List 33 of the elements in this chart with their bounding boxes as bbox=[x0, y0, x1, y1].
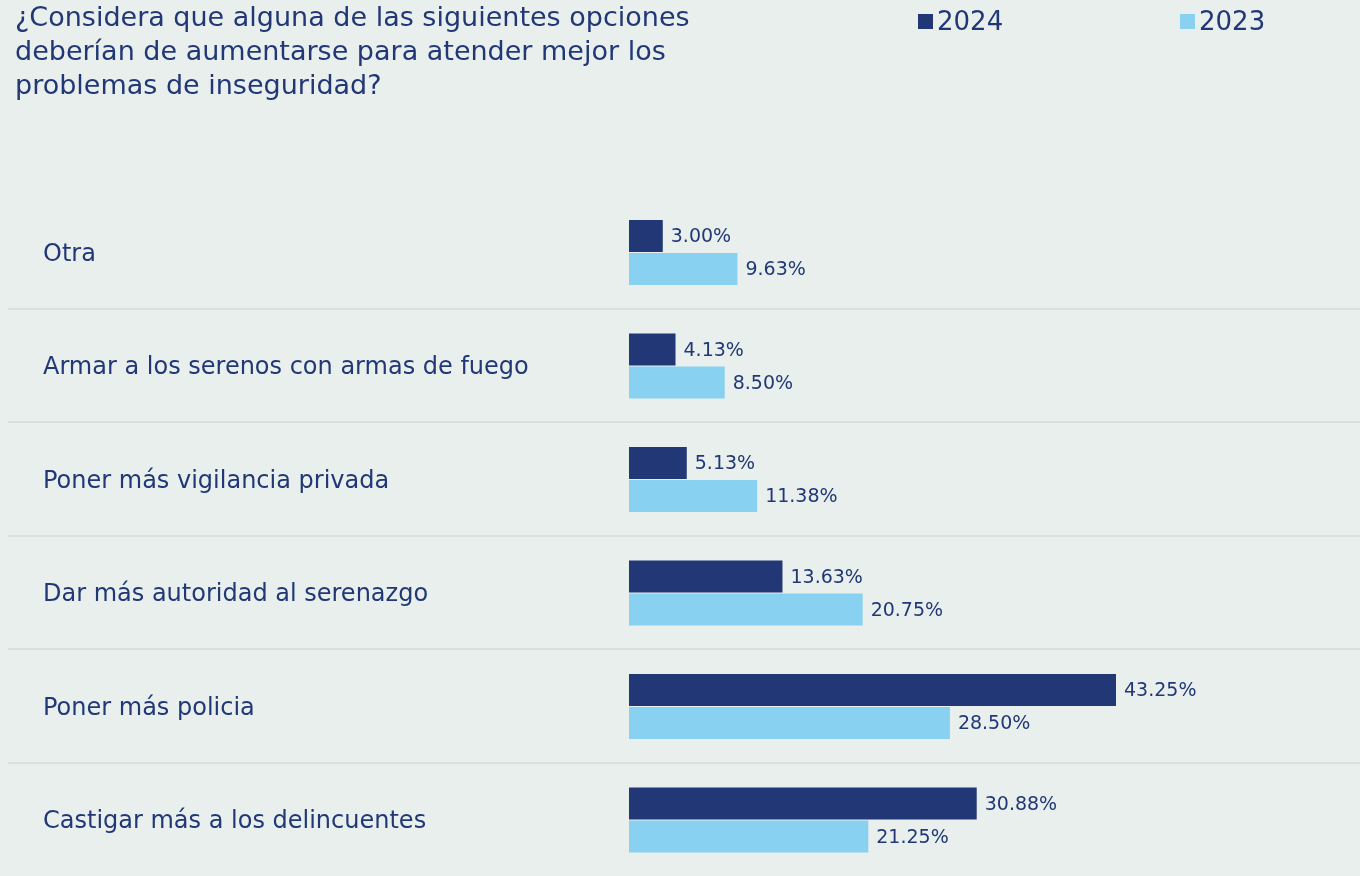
bar bbox=[629, 820, 869, 853]
bar bbox=[629, 366, 725, 399]
data-label: 11.38% bbox=[765, 484, 838, 506]
bar bbox=[629, 220, 663, 252]
legend-label: 2023 bbox=[1199, 6, 1266, 36]
bar bbox=[629, 593, 863, 626]
y-tick-label: Armar a los serenos con armas de fuego bbox=[43, 352, 529, 381]
data-label: 3.00% bbox=[670, 224, 732, 246]
bar bbox=[629, 674, 1116, 706]
y-tick-label: Poner más vigilancia privada bbox=[43, 465, 390, 494]
bar bbox=[629, 787, 977, 820]
data-label: 30.88% bbox=[984, 791, 1058, 814]
data-label: 8.50% bbox=[732, 370, 794, 393]
bar bbox=[629, 253, 738, 285]
bar bbox=[629, 480, 758, 512]
data-label: 4.13% bbox=[683, 337, 744, 360]
data-label: 20.75% bbox=[870, 597, 944, 620]
y-tick-label: Castigar más a los delincuentes bbox=[43, 806, 427, 835]
y-tick-label: Poner más policia bbox=[43, 692, 255, 721]
bar bbox=[629, 447, 687, 479]
data-label: 43.25% bbox=[1124, 678, 1197, 700]
data-label: 5.13% bbox=[694, 451, 756, 473]
text: ¿Considera que alguna de las siguientes opciones deberían de aumentarse para atender mejor los problemas de inseguridad? bbox=[15, 0, 691, 102]
y-tick-label: Dar más autoridad al serenazgo bbox=[43, 579, 429, 608]
bar bbox=[629, 333, 676, 366]
data-label: 13.63% bbox=[790, 564, 863, 587]
data-label: 21.25% bbox=[876, 824, 949, 847]
legend-label: 2024 bbox=[937, 6, 1004, 36]
bar bbox=[629, 560, 783, 593]
data-label: 9.63% bbox=[745, 257, 806, 279]
data-label: 28.50% bbox=[957, 711, 1031, 733]
bar bbox=[629, 707, 950, 739]
y-tick-label: Otra bbox=[43, 238, 96, 267]
